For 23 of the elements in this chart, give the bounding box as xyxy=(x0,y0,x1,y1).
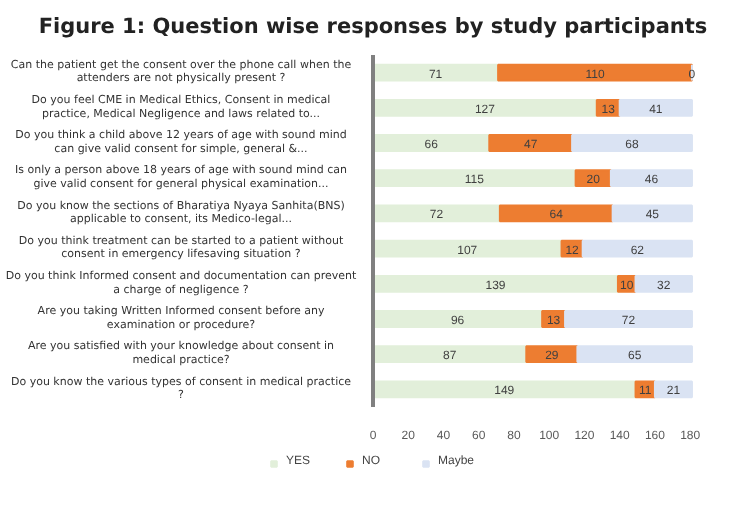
bar xyxy=(497,63,693,82)
bar xyxy=(373,98,598,117)
bar xyxy=(576,345,693,364)
bar xyxy=(618,98,693,117)
chart-title: Figure 1: Question wise responses by study participants xyxy=(38,15,708,40)
bar xyxy=(581,239,693,258)
bar xyxy=(611,204,693,223)
bar xyxy=(634,274,693,293)
bar xyxy=(373,169,577,188)
bar xyxy=(373,63,500,82)
bar xyxy=(373,134,491,152)
bar xyxy=(571,134,693,152)
bar xyxy=(373,310,544,328)
bar xyxy=(488,134,574,152)
bar xyxy=(653,380,693,399)
bar xyxy=(564,310,693,328)
bar xyxy=(373,345,528,364)
bar xyxy=(609,169,693,188)
bar xyxy=(373,204,501,223)
bar xyxy=(373,274,619,293)
bar xyxy=(498,204,614,223)
bar xyxy=(373,239,563,258)
bar xyxy=(373,380,637,399)
